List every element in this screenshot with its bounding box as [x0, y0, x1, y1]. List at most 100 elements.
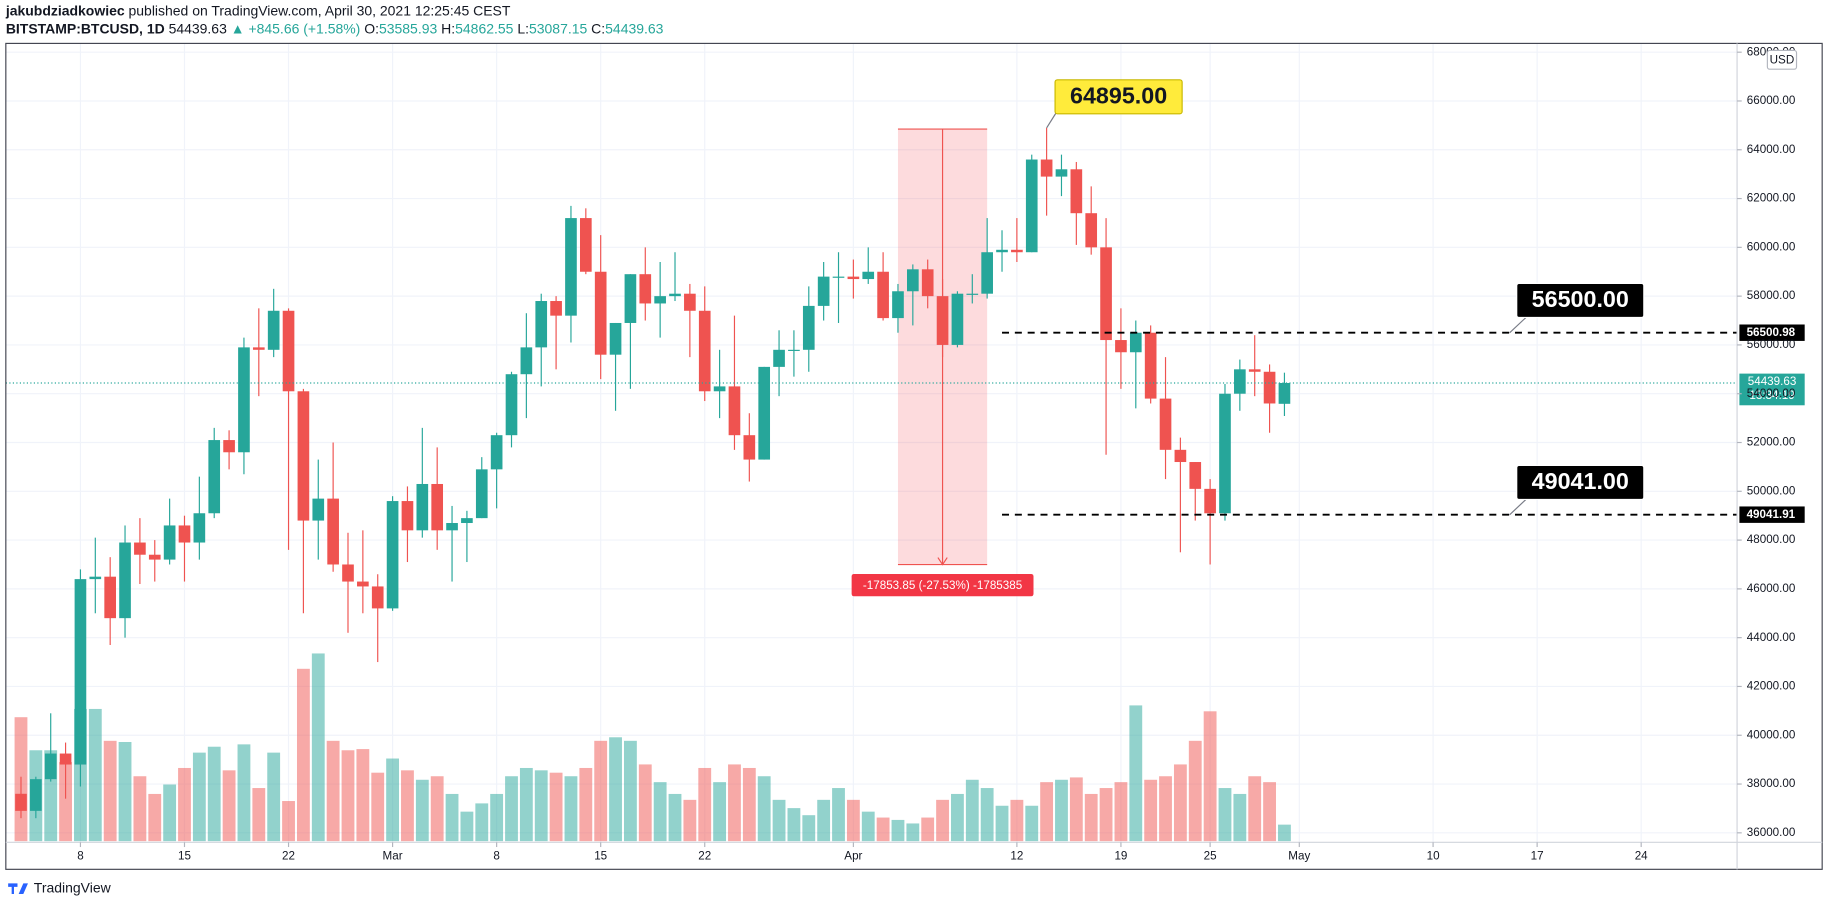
volume-bar	[163, 784, 177, 842]
candle-body	[936, 296, 949, 345]
candle-body	[520, 347, 533, 375]
candle-body	[282, 310, 295, 392]
candle-body	[1055, 169, 1068, 177]
volume-bar	[1173, 764, 1187, 842]
candle-body	[654, 296, 666, 304]
y-tick-label: 62000.00	[1747, 192, 1796, 205]
volume-bar	[103, 740, 117, 842]
x-tick-label: 15	[178, 849, 191, 862]
x-tick-label: 15	[594, 849, 607, 862]
candle-body	[134, 542, 146, 555]
volume-bar	[698, 767, 712, 842]
volume-bar	[490, 793, 504, 842]
candle-body	[981, 252, 993, 294]
symbol: BITSTAMP:BTCUSD, 1D	[6, 20, 165, 36]
volume-bar	[876, 817, 890, 842]
candle-body	[565, 218, 577, 316]
volume-bar	[787, 808, 801, 842]
logo: TradingView	[8, 879, 112, 895]
candle-body	[802, 305, 815, 350]
x-tick-label: 8	[493, 849, 499, 862]
volume-bar	[921, 817, 935, 842]
peak-callout-line	[1046, 112, 1057, 129]
volume-bar	[192, 752, 206, 842]
volume-bar	[936, 799, 949, 842]
volume-bar	[609, 737, 622, 842]
candle-body	[1144, 332, 1157, 399]
candle-body	[178, 525, 191, 543]
callout-line	[1509, 315, 1528, 334]
level-tag	[1739, 506, 1805, 523]
volume-bar	[638, 764, 652, 842]
candle-body	[74, 579, 87, 765]
volume-bar	[1278, 824, 1291, 842]
price-tag-value: 54439.63	[1748, 375, 1797, 388]
volume-bar	[401, 770, 414, 842]
volume-bar	[88, 708, 102, 842]
author: jakubdziadkowiec	[5, 2, 125, 18]
change: ▲ +845.66 (+1.58%)	[231, 20, 361, 36]
candle-body	[148, 554, 161, 560]
candle-body	[788, 349, 800, 351]
candle-body	[966, 293, 979, 295]
peak-label: 64895.00	[1070, 82, 1167, 108]
volume-bar	[252, 788, 266, 842]
volume-bar	[653, 782, 667, 842]
callout-box	[1516, 282, 1645, 319]
candle-body	[817, 276, 830, 306]
candle-body	[1248, 369, 1261, 372]
last-price: 54439.63	[169, 20, 227, 36]
candle-body	[44, 753, 57, 780]
candle-body	[1100, 247, 1112, 341]
volume-bar	[1010, 799, 1024, 842]
volume-bar	[1055, 779, 1068, 842]
volume-bar	[624, 740, 637, 842]
measure-label: -17853.85 (-27.53%) -1785385	[863, 579, 1023, 592]
volume-bar	[951, 793, 964, 842]
volume-bar	[549, 772, 563, 842]
candle-body	[119, 542, 131, 619]
volume-bar	[772, 799, 786, 842]
volume-bar	[846, 799, 860, 842]
y-tick-label: 50000.00	[1747, 484, 1796, 497]
candle-body	[371, 586, 384, 609]
volume-bar	[475, 803, 489, 842]
candle-body	[401, 501, 414, 531]
c-label: C:	[591, 20, 605, 36]
candle-body	[713, 386, 726, 392]
volume-bar	[222, 770, 236, 842]
volume-bar	[148, 793, 162, 842]
level-tag-value: 56500.98	[1747, 326, 1796, 339]
volume-bar	[371, 772, 385, 842]
y-tick-label: 36000.00	[1747, 826, 1796, 839]
candle-body	[907, 269, 919, 292]
candle-body	[475, 469, 488, 519]
candle-body	[1085, 213, 1098, 248]
volume-bar	[1040, 782, 1054, 842]
price-tag-countdown: 13:34:19	[1749, 389, 1794, 402]
volume-bar	[594, 740, 608, 842]
volume-bar	[178, 767, 191, 842]
volume-bar	[296, 668, 310, 842]
volume-bar	[430, 776, 444, 842]
header-line: jakubdziadkowiec published on TradingVie…	[5, 2, 511, 18]
price-tag	[1739, 373, 1805, 406]
candle-body	[877, 271, 889, 319]
volume-bar	[742, 767, 756, 842]
x-tick-label: May	[1288, 849, 1310, 862]
y-tick-label: 42000.00	[1747, 680, 1796, 693]
candle-body	[996, 249, 1008, 253]
candle-body	[104, 576, 116, 619]
frame	[5, 42, 1823, 870]
candle-body	[1070, 169, 1083, 214]
volume-bar	[1233, 793, 1247, 842]
candle-body	[416, 483, 429, 531]
volume-bar	[728, 764, 741, 842]
y-tick-label: 54000.00	[1747, 387, 1796, 400]
callout-line	[1509, 497, 1528, 516]
logo-mark	[8, 883, 28, 894]
candle-body	[312, 498, 325, 521]
volume-bar	[415, 779, 429, 842]
symbol-line: BITSTAMP:BTCUSD, 1D 54439.63 ▲ +845.66 (…	[6, 20, 664, 36]
candle-body	[847, 276, 860, 280]
